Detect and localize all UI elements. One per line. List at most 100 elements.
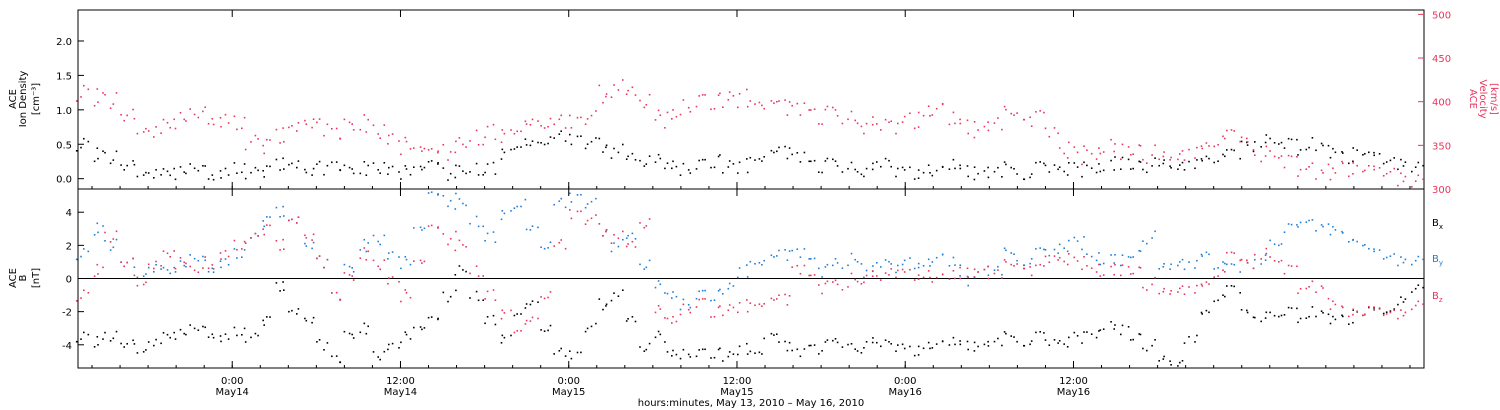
density-point-154 [617,151,620,154]
bz-point-85 [377,265,379,268]
bz-point-219 [847,286,849,288]
bz-point-223 [860,283,863,285]
bz-point-83 [367,250,369,253]
bx-point-324 [1213,300,1215,303]
by-point-318 [1194,267,1196,269]
density-point-221 [854,168,856,171]
velocity-point-302 [1138,144,1140,146]
bz-point-108 [454,249,457,252]
density-point-317 [1188,160,1190,163]
density-point-227 [872,162,874,165]
by-point-374 [1389,255,1392,257]
velocity-point-132 [540,125,542,127]
by-point-337 [1260,263,1262,265]
bz-point-255 [973,268,976,271]
by-point-379 [1404,258,1407,261]
by-point-322 [1205,251,1208,254]
velocity-point-7 [102,92,104,94]
legend: Bx By Bz [1432,218,1443,304]
bx-point-337 [1260,320,1262,323]
density-point-159 [634,159,637,161]
by-point-153 [613,242,615,244]
by-point-301 [1132,256,1134,258]
bz-point-218 [841,289,844,291]
bx-point-304 [1142,347,1144,350]
by-point-268 [1016,259,1018,262]
bx-point-295 [1113,328,1115,330]
velocity-point-353 [1315,178,1317,180]
velocity-point-369 [1373,165,1375,168]
bz-point-167 [664,317,666,319]
bx-point-229 [880,345,882,348]
bz-point-302 [1138,266,1140,269]
bz-point-333 [1246,259,1248,262]
bx-point-41 [219,335,222,337]
by-point-83 [367,242,369,244]
density-point-266 [1010,166,1012,169]
velocity-point-355 [1322,172,1324,174]
bx-point-104 [442,291,445,294]
density-point-34 [197,169,200,172]
density-point-27 [173,167,175,170]
bz-point-151 [605,229,608,231]
bz-point-62 [296,222,298,224]
density-point-164 [654,161,657,163]
by-point-140 [569,192,571,195]
velocity-point-305 [1146,162,1148,164]
bx-point-121 [501,334,504,337]
velocity-point-134 [547,125,549,128]
velocity-point-262 [997,117,999,119]
bz-point-341 [1273,260,1276,262]
by-point-381 [1414,259,1417,262]
velocity-point-3 [87,88,90,91]
velocity-point-70 [323,134,325,137]
legend-bx: Bx [1432,218,1443,231]
by-point-105 [447,205,449,208]
density-point-329 [1230,148,1233,151]
velocity-ytick-label-3: 450 [1432,54,1451,65]
bz-point-249 [952,270,955,272]
by-point-6 [97,231,99,234]
density-point-202 [786,157,789,160]
density-point-177 [698,159,700,162]
bz-point-257 [977,271,979,273]
bx-point-261 [993,340,996,343]
velocity-point-161 [643,106,646,109]
bx-point-173 [682,348,685,351]
bx-point-274 [1039,331,1041,333]
bz-point-367 [1364,313,1366,316]
velocity-point-77 [348,121,351,124]
density-point-42 [224,167,227,170]
by-point-132 [540,246,542,248]
bx-point-231 [888,341,890,343]
bz-point-160 [639,222,641,224]
density-point-336 [1254,141,1256,143]
bz-point-168 [666,317,669,320]
bz-point-149 [602,235,604,237]
bx-point-34 [197,329,200,331]
by-point-102 [437,194,439,196]
velocity-point-258 [983,125,986,128]
bx-point-7 [102,338,104,340]
velocity-point-148 [598,84,601,87]
bx-point-137 [558,350,561,352]
bx-point-50 [254,332,257,335]
bx-point-299 [1127,326,1130,328]
by-point-171 [675,295,678,298]
density-point-117 [486,163,489,165]
bx-point-9 [109,340,112,342]
by-point-267 [1013,253,1015,255]
bz-point-325 [1217,275,1219,277]
density-point-144 [584,147,587,150]
by-point-5 [96,222,99,225]
velocity-point-36 [204,106,206,108]
density-point-0 [75,150,78,152]
bz-point-354 [1320,285,1323,287]
bx-point-37 [207,336,210,338]
velocity-point-223 [860,125,863,128]
density-point-203 [788,147,791,149]
bx-point-115 [482,299,484,301]
density-point-230 [884,157,887,160]
density-point-16 [133,163,136,166]
